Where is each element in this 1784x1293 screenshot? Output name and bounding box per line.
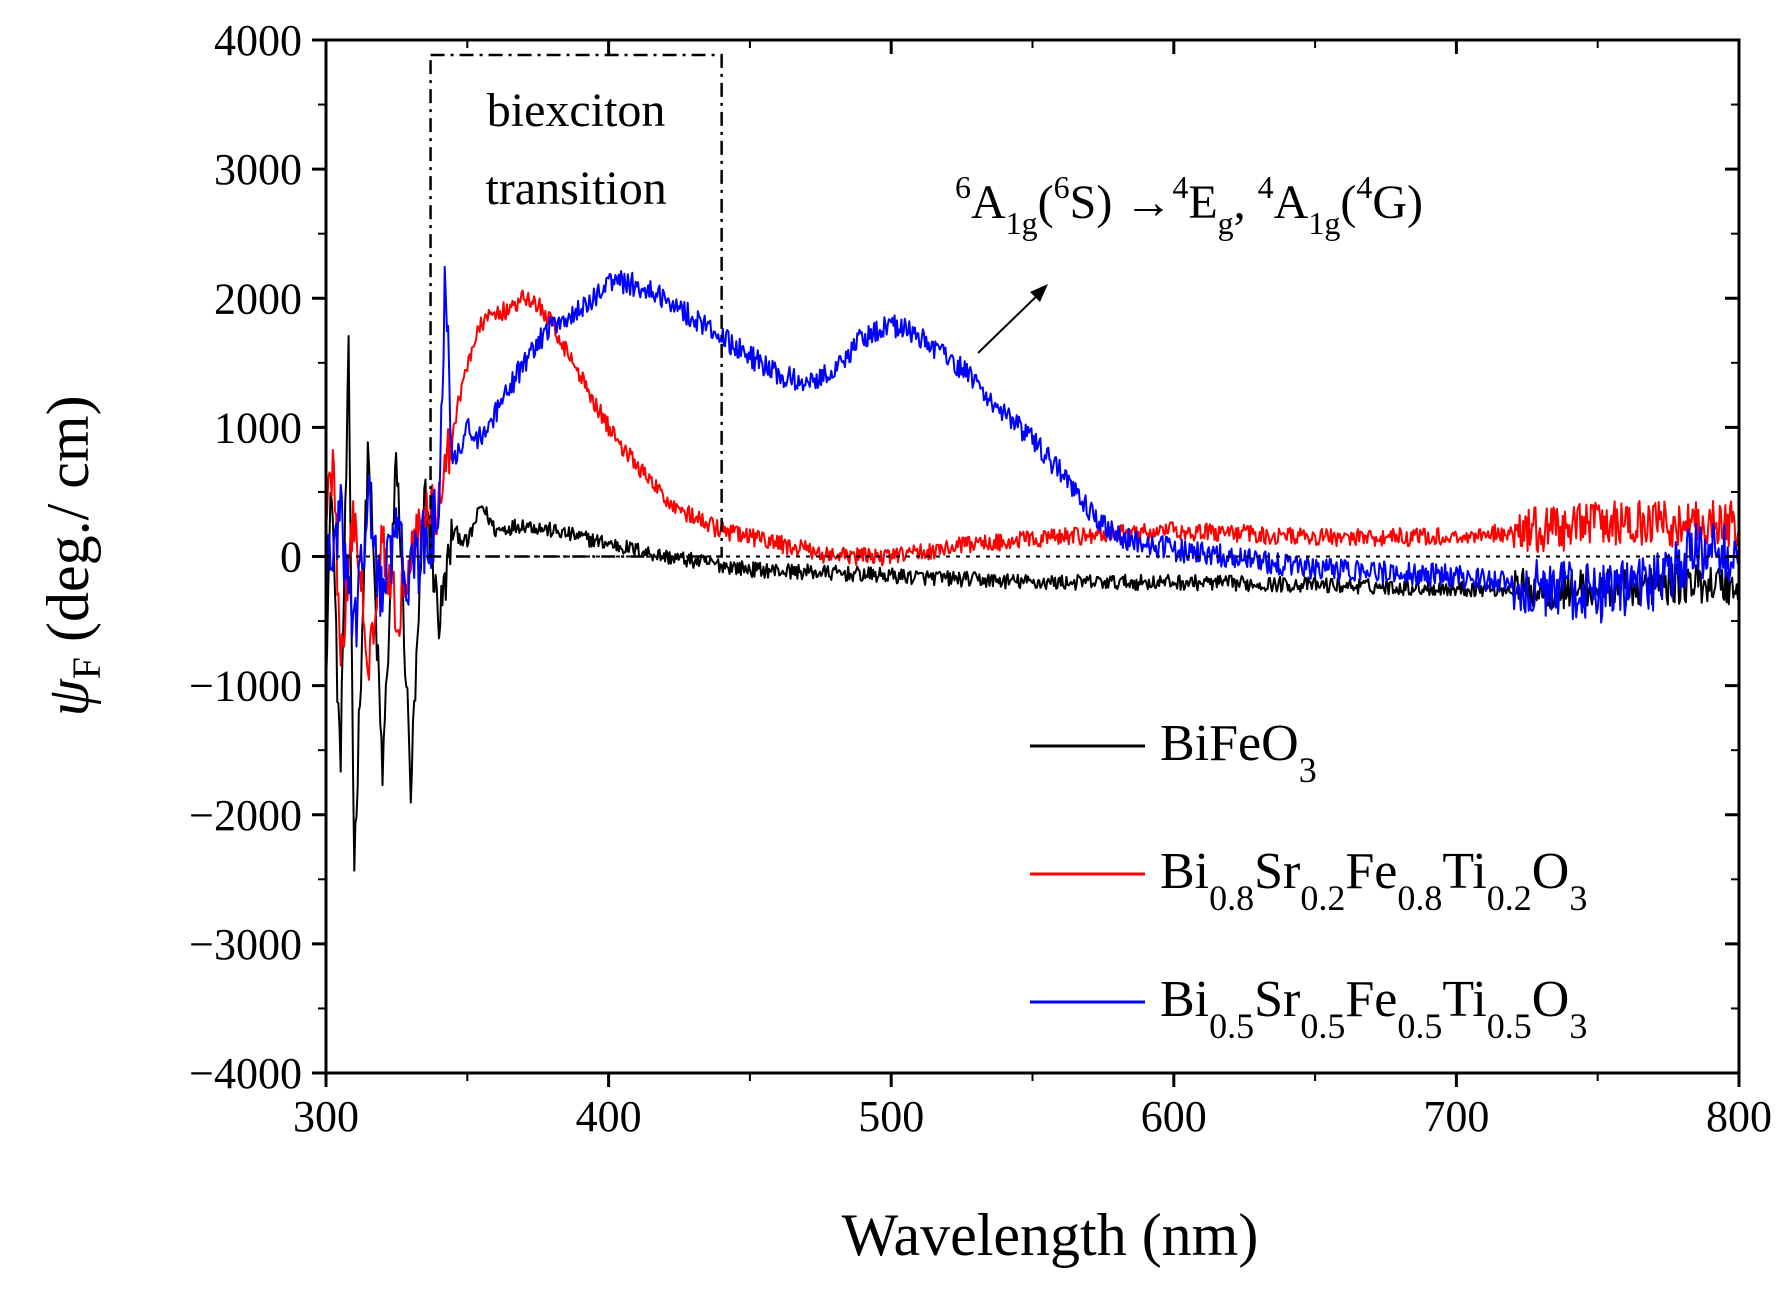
- y-axis-unit: (deg./ cm): [35, 395, 101, 657]
- series-line-1: [326, 289, 1739, 681]
- y-tick-label: 1000: [214, 403, 302, 452]
- legend-label-part: O: [1532, 971, 1570, 1028]
- legend-label-part: 3: [1569, 878, 1587, 918]
- y-tick-label: 3000: [214, 145, 302, 194]
- legend-label-part: 0.5: [1487, 1006, 1532, 1046]
- transition-arrowhead: [1030, 284, 1048, 302]
- y-tick-label: −3000: [189, 920, 302, 969]
- legend-label-part: 0.8: [1397, 878, 1442, 918]
- transition-label-part: g: [1218, 205, 1234, 241]
- legend-label-part: 0.5: [1300, 1006, 1345, 1046]
- transition-label-part: (: [1340, 176, 1356, 229]
- transition-label-part: G): [1372, 176, 1423, 229]
- legend-label-part: 0.2: [1487, 878, 1532, 918]
- legend-label-part: Bi: [1160, 971, 1209, 1028]
- legend-label-part: 3: [1299, 750, 1317, 790]
- series-line-0: [326, 335, 1739, 872]
- legend-label-part: 0.5: [1209, 1006, 1254, 1046]
- transition-label-part: 1g: [1308, 205, 1340, 241]
- legend-label-2: Bi0.5Sr0.5Fe0.5Ti0.5O3: [1160, 971, 1587, 1046]
- biexciton-label-line2: transition: [485, 162, 666, 215]
- x-tick-label: 800: [1706, 1092, 1772, 1141]
- transition-label-part: ,: [1234, 176, 1258, 229]
- transition-label: 6A1g(6S) →4Eg, 4A1g(4G): [955, 169, 1423, 241]
- legend-label-1: Bi0.8Sr0.2Fe0.8Ti0.2O3: [1160, 843, 1587, 918]
- transition-label-part: 6: [955, 169, 971, 205]
- y-axis-symbol: ψ: [35, 678, 101, 717]
- transition-label-part: 4: [1172, 169, 1188, 205]
- biexciton-label-line1: biexciton: [487, 84, 666, 137]
- x-tick-label: 700: [1423, 1092, 1489, 1141]
- legend-label-part: 3: [1569, 1006, 1587, 1046]
- series-line-2: [326, 265, 1739, 648]
- biexciton-box: [429, 53, 723, 558]
- transition-label-part: S) →: [1070, 176, 1173, 229]
- y-axis-title: ψF (deg./ cm): [35, 395, 109, 716]
- x-tick-label: 600: [1141, 1092, 1207, 1141]
- legend-label-0: BiFeO3: [1160, 715, 1317, 790]
- transition-label-part: (: [1038, 176, 1054, 229]
- legend-label-part: 0.8: [1209, 878, 1254, 918]
- x-axis: 300 400 500 600 700 800: [293, 40, 1772, 1141]
- legend-label-part: Sr: [1254, 971, 1300, 1028]
- annotations: biexciton transition 6A1g(6S) →4Eg, 4A1g…: [429, 53, 1423, 558]
- transition-label-part: 4: [1258, 169, 1274, 205]
- x-axis-title: Wavelength (nm): [842, 1202, 1259, 1268]
- legend-label-part: 0.5: [1397, 1006, 1442, 1046]
- transition-label-part: 4: [1356, 169, 1372, 205]
- y-tick-label: −1000: [189, 662, 302, 711]
- y-tick-label: 2000: [214, 274, 302, 323]
- legend-label-part: BiFeO: [1160, 715, 1299, 772]
- transition-label-part: 1g: [1006, 205, 1038, 241]
- x-tick-label: 500: [858, 1092, 924, 1141]
- legend-label-part: Sr: [1254, 843, 1300, 900]
- transition-label-part: E: [1188, 176, 1217, 229]
- transition-label-part: 6: [1054, 169, 1070, 205]
- x-tick-label: 400: [576, 1092, 642, 1141]
- legend-label-part: Ti: [1442, 843, 1486, 900]
- series-layer: [326, 265, 1739, 872]
- y-axis: −4000 −3000 −2000 −1000 0 1000 2000 3000 4000: [189, 16, 1739, 1098]
- legend-label-part: Fe: [1345, 843, 1397, 900]
- legend-label-part: Bi: [1160, 843, 1209, 900]
- y-tick-label: −4000: [189, 1049, 302, 1098]
- legend-label-part: 0.2: [1300, 878, 1345, 918]
- legend-label-part: Ti: [1442, 971, 1486, 1028]
- y-tick-label: 0: [280, 533, 302, 582]
- transition-arrow: [977, 287, 1046, 354]
- legend-label-part: O: [1532, 843, 1570, 900]
- legend-label-part: Fe: [1345, 971, 1397, 1028]
- transition-label-part: A: [971, 176, 1006, 229]
- legend: BiFeO3Bi0.8Sr0.2Fe0.8Ti0.2O3Bi0.5Sr0.5Fe…: [1030, 715, 1587, 1046]
- transition-label-part: A: [1274, 176, 1309, 229]
- y-tick-label: 4000: [214, 16, 302, 65]
- y-tick-label: −2000: [189, 791, 302, 840]
- y-axis-symbol-subscript: F: [64, 657, 109, 679]
- x-tick-label: 300: [293, 1092, 359, 1141]
